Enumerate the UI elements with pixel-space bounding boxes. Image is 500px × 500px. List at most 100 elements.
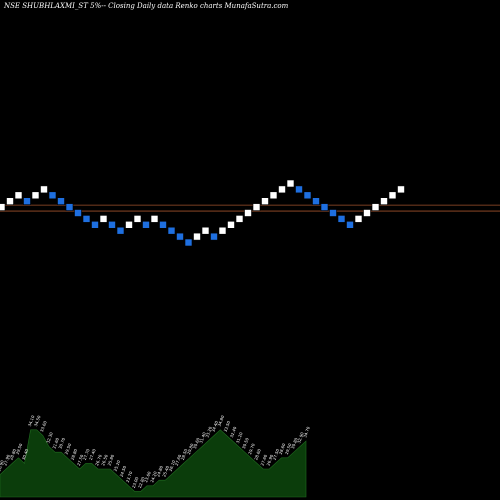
volume-label: 29.50 <box>64 442 73 455</box>
renko-brick-up <box>286 179 295 188</box>
volume-label: 29.50 <box>15 442 24 455</box>
volume-label: 26.50 <box>100 453 109 466</box>
renko-brick-up <box>201 226 210 235</box>
renko-brick-up <box>31 191 40 200</box>
volume-label: 25.80 <box>106 453 115 466</box>
volume-label: 23.00 <box>131 476 140 489</box>
renko-brick-up <box>193 232 201 241</box>
volume-label: 29.70 <box>247 442 256 455</box>
renko-brick-down <box>74 209 82 217</box>
volume-labels: 26.9027.9028.8029.5030.4034.1034.5033.60… <box>0 414 311 488</box>
renko-brick-down <box>23 197 31 205</box>
volume-label: 34.70 <box>302 425 311 438</box>
volume-label: 24.80 <box>155 465 164 478</box>
volume-label: 30.80 <box>290 437 299 450</box>
renko-brick-up <box>388 191 397 200</box>
volume-label: 28.60 <box>278 442 287 455</box>
volume-label: 31.40 <box>198 431 207 444</box>
volume-label: 34.40 <box>210 420 219 433</box>
chart-title: NSE SHUBHLAXMI_ST 5%-- Closing Daily dat… <box>4 2 289 10</box>
renko-brick-up <box>133 215 142 223</box>
volume-label: 27.40 <box>88 448 97 461</box>
renko-brick-down <box>116 226 125 235</box>
renko-brick-up <box>261 197 269 205</box>
renko-brick-up <box>278 185 286 194</box>
renko-brick-up <box>14 191 23 200</box>
volume-area <box>0 429 307 498</box>
renko-brick-down <box>48 191 57 200</box>
renko-brick-down <box>337 215 346 223</box>
volume-label: 27.60 <box>259 453 268 466</box>
renko-brick-up <box>354 215 363 223</box>
renko-brick-down <box>295 185 303 194</box>
volume-label: 33.60 <box>39 420 48 433</box>
renko-brick-up <box>244 209 252 217</box>
renko-brick-down <box>57 197 65 205</box>
volume-label: 27.50 <box>272 448 281 461</box>
volume-label: 23.70 <box>125 470 134 483</box>
renko-brick-up <box>371 203 380 211</box>
renko-brick-down <box>142 221 150 229</box>
renko-brick-down <box>91 221 99 229</box>
renko-brick-up <box>269 191 278 200</box>
volume-label: 27.90 <box>2 453 11 466</box>
volume-label: 28.50 <box>180 448 189 461</box>
volume-label: 30.70 <box>57 437 66 450</box>
volume-label: 28.60 <box>253 448 262 461</box>
renko-brick-up <box>0 203 6 211</box>
renko-brick-up <box>218 226 227 235</box>
volume-area-shape <box>0 429 307 498</box>
volume-label: 33.50 <box>223 420 232 433</box>
volume-label: 34.10 <box>27 414 36 427</box>
renko-brick-up <box>363 209 371 217</box>
volume-label: 32.30 <box>45 431 54 444</box>
renko-brick-up <box>150 215 159 223</box>
renko-brick-up <box>252 203 261 211</box>
renko-brick-down <box>108 221 116 229</box>
volume-label: 34.50 <box>33 414 42 427</box>
renko-brick-down <box>65 203 74 211</box>
volume-label: 26.10 <box>168 459 177 472</box>
volume-label: 27.70 <box>82 448 91 461</box>
volume-label: 31.60 <box>51 437 60 450</box>
renko-brick-down <box>329 209 337 217</box>
renko-brick-up <box>99 215 108 223</box>
volume-label: 30.40 <box>21 448 30 461</box>
renko-brick-down <box>176 232 184 241</box>
renko-brick-up <box>397 185 405 194</box>
renko-brick-up <box>6 197 14 205</box>
renko-brick-down <box>320 203 329 211</box>
renko-brick-down <box>210 232 218 241</box>
volume-label: 25.40 <box>161 465 170 478</box>
volume-label: 30.50 <box>241 437 250 450</box>
volume-label: 22.80 <box>137 476 146 489</box>
volume-label: 26.90 <box>0 459 5 472</box>
renko-brick-down <box>312 197 320 205</box>
volume-label: 27.60 <box>174 453 183 466</box>
volume-label: 34.80 <box>217 414 226 427</box>
volume-label: 28.80 <box>8 448 17 461</box>
renko-brick-up <box>227 221 235 229</box>
renko-brick-down <box>159 221 167 229</box>
volume-label: 23.60 <box>143 470 152 483</box>
renko-brick-down <box>346 221 354 229</box>
renko-brick-down <box>184 238 193 247</box>
volume-label: 32.40 <box>229 425 238 438</box>
volume-label: 29.80 <box>186 442 195 455</box>
renko-brick-up <box>380 197 388 205</box>
renko-brick-down <box>303 191 312 200</box>
volume-label: 28.80 <box>70 448 79 461</box>
renko-brick-down <box>167 226 176 235</box>
volume-label: 24.20 <box>149 470 158 483</box>
volume-label: 33.20 <box>204 425 213 438</box>
volume-label: 32.90 <box>296 431 305 444</box>
renko-brick-up <box>235 215 244 223</box>
renko-bricks <box>0 179 405 247</box>
volume-label: 27.50 <box>76 453 85 466</box>
renko-brick-up <box>125 221 133 229</box>
volume-label: 30.60 <box>192 437 201 450</box>
volume-label: 31.20 <box>235 431 244 444</box>
renko-brick-down <box>82 215 91 223</box>
volume-label: 24.50 <box>119 465 128 478</box>
